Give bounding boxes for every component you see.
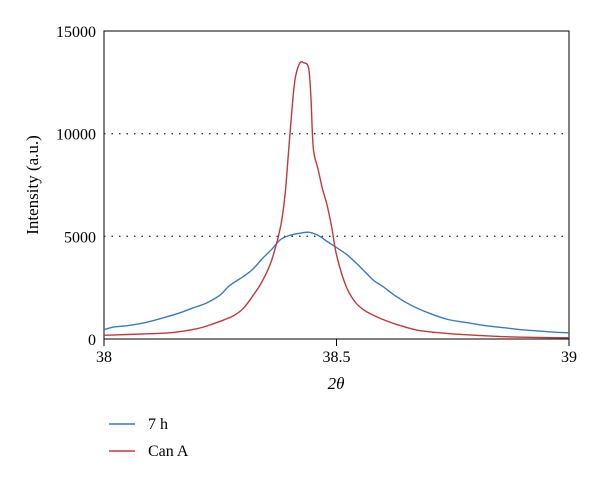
legend-label-0: 7 h — [148, 416, 168, 433]
legend: 7 h Can A — [109, 416, 189, 460]
y-tick-label: 5000 — [64, 229, 96, 246]
x-tick-label: 38 — [96, 349, 112, 366]
y-tick-label: 15000 — [56, 24, 96, 41]
series-line-0 — [103, 231, 570, 334]
series-lines — [103, 61, 570, 339]
plot-frame — [103, 30, 570, 340]
y-tick-label: 10000 — [56, 127, 96, 144]
grid — [104, 132, 569, 238]
y-axis-ticks: 0 5000 10000 15000 — [56, 24, 96, 349]
x-axis-ticks: 38 38.5 39 — [96, 339, 577, 366]
y-tick-label: 0 — [88, 332, 96, 349]
series-line-1 — [103, 61, 570, 339]
legend-label-1: Can A — [148, 443, 189, 460]
x-tick-label: 38.5 — [323, 349, 351, 366]
y-axis-label: Intensity (a.u.) — [23, 135, 42, 235]
x-tick-label: 39 — [561, 349, 577, 366]
x-axis-label: 2θ — [328, 374, 345, 393]
